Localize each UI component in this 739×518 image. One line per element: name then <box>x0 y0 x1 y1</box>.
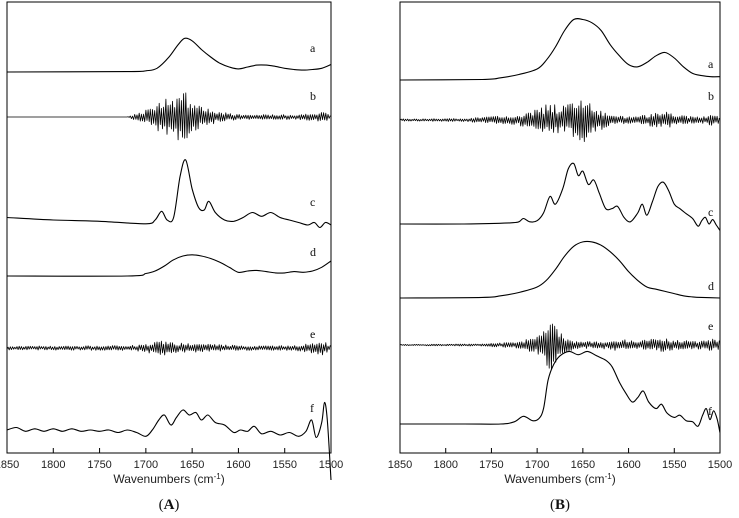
x-tick-label: 1500 <box>319 459 343 471</box>
series-b-line <box>399 100 720 142</box>
x-tick-label: 1550 <box>662 459 686 471</box>
panel-label-close: ) <box>174 497 179 513</box>
series-e-label: e <box>310 327 315 341</box>
x-axis-title-close: ) <box>612 472 616 486</box>
x-tick-label: 1850 <box>388 459 412 471</box>
series-f-label: f <box>708 404 712 418</box>
series-c-line <box>399 162 721 231</box>
series-d-label: d <box>708 279 714 293</box>
x-tick-label: 1800 <box>433 459 457 471</box>
x-axis-title: Wavenumbers (cm-1) <box>504 472 615 487</box>
chart-panel-b: 1850 1800 1750 1700 1650 1600 1550 1500 Wavenumb… <box>388 1 732 513</box>
x-tick-label: 1700 <box>525 459 549 471</box>
series-f-line <box>6 401 332 481</box>
x-axis-title-sup: -1 <box>605 472 613 481</box>
series-d-label: d <box>310 245 316 259</box>
series-a-line <box>6 37 332 73</box>
x-axis-title: Wavenumbers (cm-1) <box>113 472 224 487</box>
series-a-label: a <box>310 41 316 55</box>
series-c-line <box>6 159 332 229</box>
series-f-line <box>400 350 721 433</box>
x-tick-label: 1750 <box>87 459 111 471</box>
x-tick-label: 1550 <box>272 459 296 471</box>
x-tick-label: 1600 <box>226 459 250 471</box>
x-tick-label: 1600 <box>616 459 640 471</box>
chart-panel-a: 1850 1800 1750 1700 1650 1600 1550 1500 Wavenumb… <box>0 1 343 513</box>
series-b-label: b <box>310 89 316 103</box>
series-c-label: c <box>708 205 713 219</box>
series-d-line <box>6 254 332 277</box>
panel-label: (B) <box>550 497 570 513</box>
plot-frame <box>6 1 332 454</box>
x-axis-title-close: ) <box>221 472 225 486</box>
series-b-label: b <box>708 89 714 103</box>
series-a-line <box>399 18 721 81</box>
series-c-label: c <box>310 195 315 209</box>
x-tick-label: 1500 <box>708 459 732 471</box>
x-axis-title-sup: -1 <box>214 472 222 481</box>
panel-label-open: ( <box>159 497 164 513</box>
plot-frame <box>399 1 721 454</box>
series-e-label: e <box>708 319 713 333</box>
x-tick-label: 1700 <box>134 459 158 471</box>
series-f-label: f <box>310 401 314 415</box>
series-b-line <box>7 92 331 141</box>
series-d-line <box>399 240 721 299</box>
x-tick-label: 1750 <box>479 459 503 471</box>
x-tick-label: 1850 <box>0 459 19 471</box>
panel-label-close: ) <box>565 497 570 513</box>
panel-label-letter: B <box>555 497 565 513</box>
panel-label-open: ( <box>550 497 555 513</box>
panel-label-letter: A <box>164 497 175 513</box>
x-tick-label: 1800 <box>41 459 65 471</box>
series-e-line <box>399 323 720 370</box>
x-tick-label: 1650 <box>571 459 595 471</box>
x-tick-label: 1650 <box>180 459 204 471</box>
series-a-label: a <box>708 57 714 71</box>
series-e-line <box>6 340 331 356</box>
panel-label: (A) <box>159 497 180 513</box>
